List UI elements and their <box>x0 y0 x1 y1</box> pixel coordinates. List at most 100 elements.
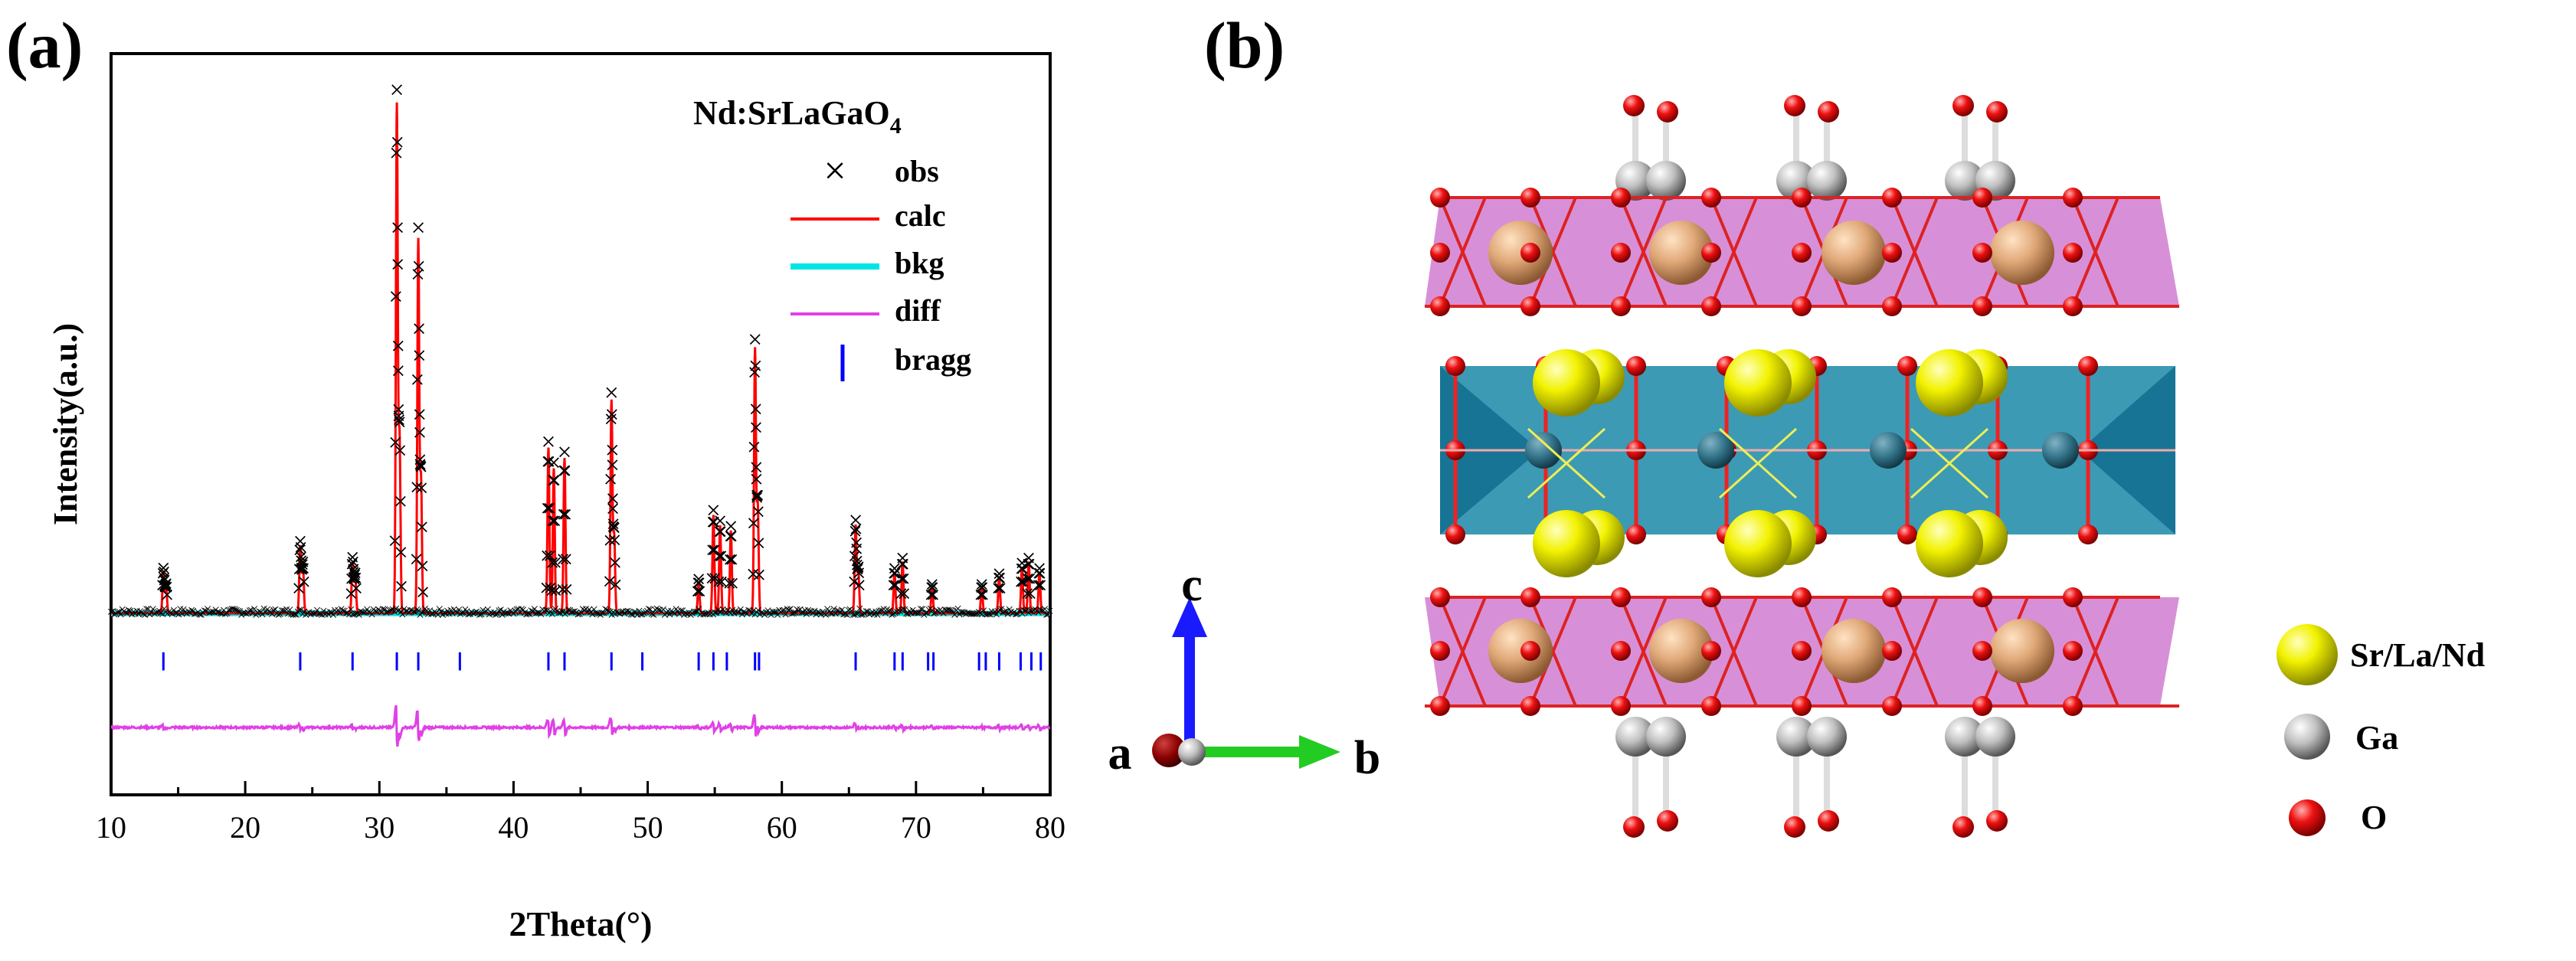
obs-point: × <box>564 602 572 619</box>
obs-point: × <box>347 602 355 619</box>
obs-point: × <box>780 603 788 619</box>
obs-point: × <box>511 603 519 620</box>
obs-point: × <box>583 604 591 621</box>
obs-point: × <box>986 606 994 623</box>
obs-point: × <box>390 603 398 620</box>
obs-point: × <box>588 606 597 623</box>
obs-point: × <box>545 577 559 605</box>
o-atom <box>1972 243 1992 263</box>
obs-point: × <box>1013 568 1028 597</box>
obs-point: × <box>435 601 444 618</box>
obs-point: × <box>516 605 524 622</box>
b-axis-label: b <box>1354 732 1380 784</box>
obs-point: × <box>767 606 775 623</box>
obs-point: × <box>857 607 866 624</box>
o-atom <box>1952 95 1974 116</box>
obs-point: × <box>296 602 305 619</box>
obs-point: × <box>393 436 408 465</box>
obs-point: × <box>815 605 823 622</box>
obs-point: × <box>791 605 800 622</box>
obs-point: × <box>887 560 902 588</box>
obs-point: × <box>974 581 988 610</box>
obs-point: × <box>599 605 607 622</box>
obs-point: × <box>137 604 146 621</box>
obs-point: × <box>169 602 178 619</box>
obs-point: × <box>825 603 833 620</box>
obs-point: × <box>975 581 990 610</box>
obs-point: × <box>997 601 1006 618</box>
legend-bragg: bragg <box>840 342 971 381</box>
legend-obs: × obs <box>823 149 938 193</box>
obs-point: × <box>158 573 172 601</box>
obs-point: × <box>607 606 616 623</box>
o-atom <box>2063 696 2083 716</box>
obs-point: × <box>213 604 221 621</box>
obs-point: × <box>542 542 557 570</box>
o-atom <box>1430 243 1450 263</box>
obs-point: × <box>280 603 289 619</box>
obs-point: × <box>155 571 169 600</box>
obs-point: × <box>403 603 411 619</box>
obs-point: × <box>129 604 138 621</box>
obs-point: × <box>850 556 865 584</box>
obs-point: × <box>632 604 640 621</box>
obs-point: × <box>391 332 405 361</box>
legend-ga-label: Ga <box>2355 719 2398 757</box>
obs-point: × <box>823 601 832 618</box>
o-atom <box>2063 243 2083 263</box>
obs-point: × <box>365 603 373 620</box>
obs-point: × <box>896 565 911 593</box>
obs-point: × <box>789 605 797 622</box>
obs-point: × <box>794 603 803 619</box>
obs-point: × <box>1032 560 1046 588</box>
sr-la-nd-atom <box>1724 349 1792 417</box>
obs-point: × <box>391 251 405 279</box>
obs-point: × <box>479 603 487 619</box>
obs-point: × <box>849 548 864 576</box>
obs-point: × <box>974 604 983 621</box>
obs-point: × <box>705 508 720 537</box>
obs-point: × <box>882 602 891 619</box>
obs-point: × <box>607 515 621 543</box>
obs-point: × <box>1032 555 1046 583</box>
obs-point: × <box>387 602 395 619</box>
obs-point: × <box>777 604 785 621</box>
bond <box>1529 597 1577 707</box>
obs-point: × <box>401 603 410 620</box>
obs-point: × <box>210 604 218 621</box>
obs-point: × <box>749 466 764 494</box>
obs-point: × <box>659 601 667 618</box>
obs-point: × <box>714 568 728 597</box>
obs-point: × <box>831 606 840 623</box>
obs-point: × <box>496 602 505 619</box>
legend: × obs calc bkg diff bragg <box>790 149 971 381</box>
o-atom <box>1430 641 1450 661</box>
obs-point: × <box>207 604 215 621</box>
obs-point: × <box>274 607 283 624</box>
obs-point: × <box>872 604 880 621</box>
obs-point: × <box>545 549 560 577</box>
obs-point: × <box>287 606 296 623</box>
o-atom <box>1430 188 1450 208</box>
obs-point: × <box>409 604 417 621</box>
obs-point: × <box>630 604 638 621</box>
obs-point: × <box>1016 568 1030 597</box>
obs-point: × <box>678 603 686 619</box>
obs-point: × <box>390 129 404 157</box>
obs-point: × <box>958 604 967 621</box>
obs-point: × <box>781 606 790 623</box>
chart-title: Nd:SrLaGaO4 <box>693 94 902 139</box>
o-atom <box>1520 296 1540 316</box>
o-atom <box>1701 696 1721 716</box>
x-tick-label: 70 <box>901 810 931 845</box>
obs-point: × <box>187 603 195 619</box>
obs-point: × <box>617 603 626 620</box>
o-atom <box>1657 810 1678 832</box>
obs-point: × <box>870 606 879 623</box>
obs-point: × <box>616 606 624 623</box>
obs-point: × <box>1012 606 1020 623</box>
obs-point: × <box>454 602 463 619</box>
obs-point: × <box>752 604 761 621</box>
obs-point: × <box>551 601 559 618</box>
obs-point: × <box>412 342 427 370</box>
